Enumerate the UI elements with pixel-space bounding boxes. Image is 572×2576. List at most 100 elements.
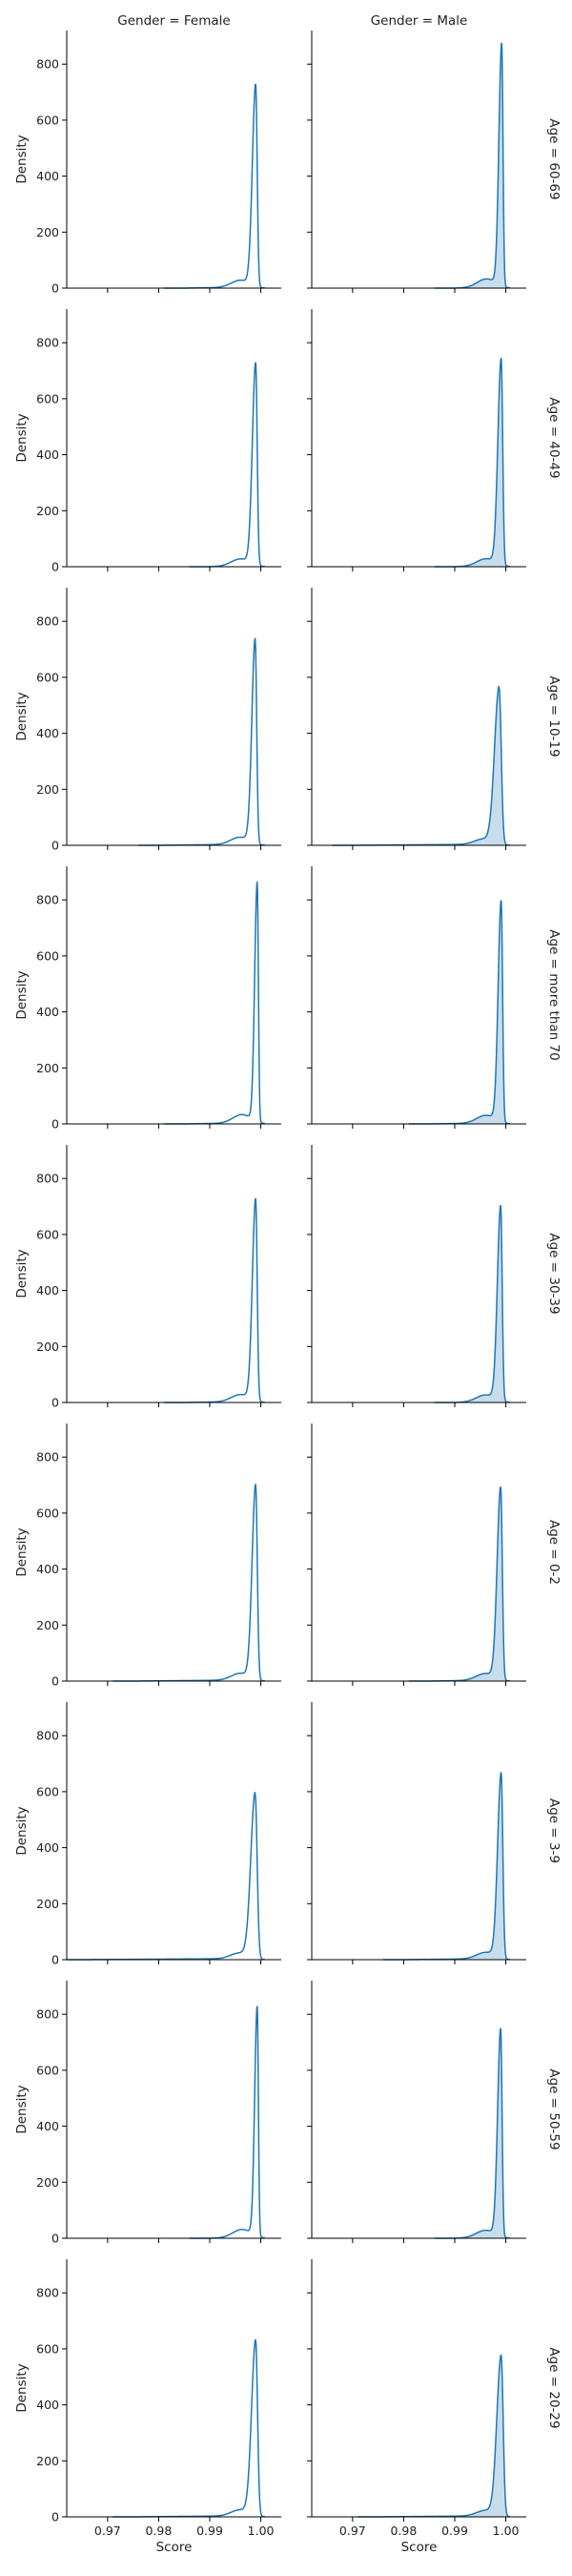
facet-panel: Age = 10-19 [307, 588, 562, 850]
density-curve [383, 1772, 510, 1961]
density-fill [434, 2027, 510, 2238]
density-fill [434, 358, 510, 567]
facet-panel: 0 200 400 600 800 Density [14, 588, 281, 853]
y-tick-label: 400 [36, 726, 59, 740]
y-axis-title: Density [14, 1806, 30, 1855]
y-tick-label: 0 [51, 2232, 59, 2246]
x-tick-label: 1.00 [493, 2524, 520, 2538]
y-tick-label: 800 [36, 1172, 59, 1186]
y-tick-label: 600 [36, 1784, 59, 1798]
y-tick-label: 200 [36, 1340, 59, 1354]
density-curve [163, 1197, 265, 1403]
y-tick-label: 400 [36, 169, 59, 183]
y-tick-label: 0 [51, 1396, 59, 1410]
row-title: Age = 3-9 [546, 1798, 562, 1863]
y-tick-label: 800 [36, 336, 59, 350]
y-tick-label: 200 [36, 2175, 59, 2190]
facet-panel: Age = 0-2 [307, 1423, 562, 1686]
facet-panel: Age = 50-59 [307, 1981, 562, 2243]
y-tick-label: 200 [36, 1618, 59, 1632]
density-fill [383, 1772, 510, 1960]
y-tick-label: 200 [36, 1897, 59, 1911]
facet-panel: 0 200 400 600 800 Density [14, 1981, 281, 2246]
facet-panel: 0 200 400 600 800 Density [14, 866, 281, 1132]
y-tick-label: 600 [36, 391, 59, 405]
y-tick-label: 600 [36, 113, 59, 127]
y-tick-label: 200 [36, 782, 59, 797]
density-curve [189, 2005, 265, 2239]
facet-panel: Age = 40-49 [307, 309, 562, 571]
row-title: Age = more than 70 [546, 929, 562, 1060]
y-tick-label: 0 [51, 281, 59, 296]
y-tick-label: 200 [36, 225, 59, 239]
density-fill [408, 1486, 510, 1681]
y-tick-label: 200 [36, 1061, 59, 1075]
density-curve [112, 2338, 265, 2518]
y-tick-label: 0 [51, 839, 59, 853]
density-fill [332, 686, 510, 845]
facet-panel: 0 200 400 600 800 Density [14, 309, 281, 574]
y-tick-label: 800 [36, 2286, 59, 2300]
y-axis-title: Density [14, 1527, 30, 1576]
y-axis-title: Density [14, 970, 30, 1019]
y-axis-title: Density [14, 2085, 30, 2133]
y-tick-label: 200 [36, 504, 59, 518]
density-curve [408, 900, 510, 1125]
y-axis-title: Density [14, 692, 30, 740]
y-tick-label: 400 [36, 2119, 59, 2133]
y-tick-label: 800 [36, 614, 59, 629]
y-tick-label: 200 [36, 2454, 59, 2468]
x-axis-title: Score [401, 2540, 438, 2555]
x-tick-label: 0.99 [441, 2524, 468, 2538]
density-curve [67, 1792, 265, 1961]
y-tick-label: 400 [36, 2398, 59, 2412]
facet-panel: 0 200 400 600 800 Density Gender = Female [14, 13, 281, 296]
density-fill [358, 2355, 510, 2517]
facet-panel: 0.97 0.98 0.99 1.00 Age = 20-29 Score [307, 2259, 562, 2555]
x-tick-label: 0.98 [391, 2524, 418, 2538]
y-tick-label: 800 [36, 2007, 59, 2022]
y-tick-label: 0 [51, 2510, 59, 2524]
density-fill [434, 1205, 510, 1402]
col-title: Gender = Male [371, 13, 468, 29]
density-curve [189, 362, 265, 568]
row-title: Age = 30-39 [546, 1233, 562, 1314]
y-tick-label: 0 [51, 1117, 59, 1132]
row-title: Age = 40-49 [546, 397, 562, 478]
x-tick-label: 0.97 [94, 2524, 121, 2538]
y-tick-label: 0 [51, 560, 59, 574]
y-tick-label: 400 [36, 1283, 59, 1298]
y-tick-label: 600 [36, 1506, 59, 1520]
facet-panel: 0 200 400 600 800 Density [14, 1702, 281, 1967]
y-axis-title: Density [14, 413, 30, 462]
facet-panel: Age = 30-39 [307, 1145, 562, 1407]
y-tick-label: 0 [51, 1674, 59, 1689]
row-title: Age = 10-19 [546, 675, 562, 757]
row-title: Age = 50-59 [546, 2068, 562, 2150]
y-tick-label: 0 [51, 1953, 59, 1967]
row-title: Age = 0-2 [546, 1520, 562, 1585]
row-title: Age = 60-69 [546, 118, 562, 199]
col-title: Gender = Female [117, 13, 230, 29]
y-tick-label: 400 [36, 447, 59, 462]
facet-panel: Age = more than 70 [307, 866, 562, 1129]
x-tick-label: 0.98 [146, 2524, 173, 2538]
y-tick-label: 400 [36, 1562, 59, 1576]
y-tick-label: 800 [36, 1450, 59, 1465]
density-curve [332, 685, 510, 846]
density-curve [358, 2354, 510, 2518]
density-curve [138, 637, 265, 846]
y-tick-label: 600 [36, 670, 59, 684]
y-tick-label: 400 [36, 1005, 59, 1019]
y-tick-label: 800 [36, 893, 59, 907]
facet-panel: Age = 3-9 [307, 1702, 562, 1964]
y-tick-label: 600 [36, 2063, 59, 2077]
facet-panel: 0 200 400 600 800 Density [14, 1423, 281, 1689]
row-title: Age = 20-29 [546, 2347, 562, 2428]
y-tick-label: 800 [36, 1729, 59, 1743]
x-axis-title: Score [156, 2540, 193, 2555]
y-axis-title: Density [14, 135, 30, 183]
y-tick-label: 600 [36, 1227, 59, 1241]
density-curve [112, 1484, 265, 1682]
y-axis-title: Density [14, 1249, 30, 1298]
